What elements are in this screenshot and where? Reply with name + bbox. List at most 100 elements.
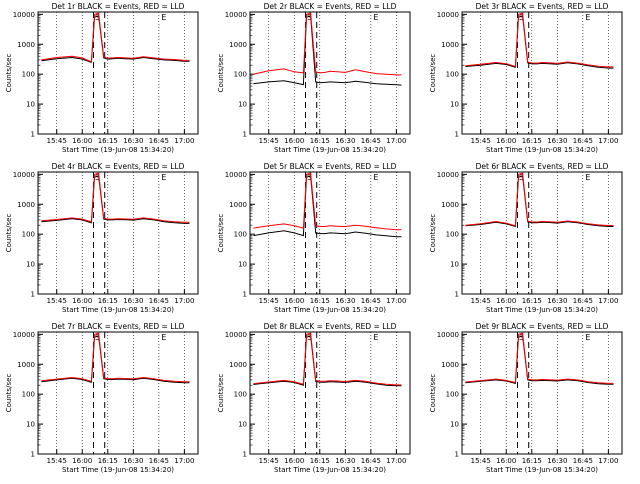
x-axis-label: Start Time (19-Jun-08 15:34:20) <box>274 466 386 474</box>
detector-panel: Det 3r BLACK = Events, RED = LLD S E 1 10 100… <box>429 2 623 154</box>
y-tick-label: 10000 <box>437 171 459 179</box>
y-tick-label: 1 <box>31 131 35 139</box>
x-tick-label: 16:15 <box>98 297 118 305</box>
series-line-lld <box>465 332 614 384</box>
x-axis-label: Start Time (19-Jun-08 15:34:20) <box>274 306 386 314</box>
x-tick-label: 16:45 <box>573 137 593 145</box>
x-axis-label: Start Time (19-Jun-08 15:34:20) <box>62 146 174 154</box>
x-tick-label: 16:45 <box>361 297 381 305</box>
x-tick-label: 16:15 <box>522 297 542 305</box>
y-tick-label: 100 <box>22 71 35 79</box>
x-tick-label: 16:00 <box>72 297 92 305</box>
x-tick-label: 16:45 <box>149 457 169 465</box>
y-axis-label: Counts/sec <box>429 214 437 253</box>
y-tick-label: 100 <box>234 391 247 399</box>
x-tick-label: 16:45 <box>573 457 593 465</box>
y-tick-label: 1000 <box>17 201 35 209</box>
x-tick-label: 16:00 <box>284 137 304 145</box>
x-tick-label: 16:45 <box>361 137 381 145</box>
y-tick-label: 10000 <box>225 171 247 179</box>
series-line-events <box>465 334 614 385</box>
x-tick-label: 16:30 <box>335 137 355 145</box>
detector-panel: Det 4r BLACK = Events, RED = LLD S E 1 10 100… <box>5 162 199 314</box>
y-tick-label: 100 <box>22 391 35 399</box>
series-line-lld <box>253 332 402 386</box>
start-marker-label: S <box>519 13 524 22</box>
x-tick-label: 17:00 <box>386 297 406 305</box>
x-tick-label: 16:00 <box>496 297 516 305</box>
end-marker-label: E <box>585 333 590 342</box>
x-tick-label: 17:00 <box>598 457 618 465</box>
x-tick-label: 17:00 <box>174 457 194 465</box>
x-tick-label: 15:45 <box>471 297 491 305</box>
series-line-events <box>41 174 190 224</box>
series-line-lld <box>41 12 190 63</box>
y-tick-label: 100 <box>446 391 459 399</box>
y-tick-label: 10000 <box>13 11 35 19</box>
x-tick-label: 15:45 <box>259 297 279 305</box>
x-tick-label: 17:00 <box>386 137 406 145</box>
x-tick-label: 15:45 <box>259 137 279 145</box>
y-tick-label: 10000 <box>13 171 35 179</box>
x-tick-label: 15:45 <box>471 457 491 465</box>
y-tick-label: 1000 <box>17 361 35 369</box>
y-tick-label: 1 <box>31 451 35 459</box>
x-tick-label: 16:15 <box>310 137 330 145</box>
detector-panel: Det 2r BLACK = Events, RED = LLD S E 1 10 100… <box>217 2 411 154</box>
x-tick-label: 15:45 <box>471 137 491 145</box>
y-tick-label: 1 <box>455 131 459 139</box>
x-tick-label: 16:30 <box>335 457 355 465</box>
start-marker-label: S <box>307 13 312 22</box>
panel-title: Det 6r BLACK = Events, RED = LLD <box>476 162 609 171</box>
x-tick-label: 16:30 <box>547 457 567 465</box>
start-marker-label: S <box>95 333 100 342</box>
y-tick-label: 10000 <box>13 331 35 339</box>
x-tick-label: 16:15 <box>522 137 542 145</box>
panel-title: Det 4r BLACK = Events, RED = LLD <box>52 162 185 171</box>
series-line-events <box>253 334 402 387</box>
panel-title: Det 5r BLACK = Events, RED = LLD <box>264 162 397 171</box>
x-tick-label: 16:15 <box>98 457 118 465</box>
series-line-events <box>465 14 614 69</box>
panel-title: Det 7r BLACK = Events, RED = LLD <box>52 322 185 331</box>
panel-title: Det 2r BLACK = Events, RED = LLD <box>264 2 397 11</box>
x-tick-label: 16:30 <box>547 137 567 145</box>
panel-title: Det 9r BLACK = Events, RED = LLD <box>476 322 609 331</box>
detector-panel: Det 6r BLACK = Events, RED = LLD S E 1 10 100… <box>429 162 623 314</box>
end-marker-label: E <box>373 333 378 342</box>
x-axis-label: Start Time (19-Jun-08 15:34:20) <box>62 466 174 474</box>
x-tick-label: 17:00 <box>174 137 194 145</box>
y-tick-label: 10000 <box>437 11 459 19</box>
x-axis-label: Start Time (19-Jun-08 15:34:20) <box>486 306 598 314</box>
x-tick-label: 16:00 <box>284 457 304 465</box>
x-tick-label: 16:45 <box>149 297 169 305</box>
y-tick-label: 10000 <box>437 331 459 339</box>
y-tick-label: 1000 <box>229 41 247 49</box>
x-tick-label: 15:45 <box>47 297 67 305</box>
y-tick-label: 10 <box>450 421 459 429</box>
y-axis-label: Counts/sec <box>5 214 13 253</box>
end-marker-label: E <box>161 333 166 342</box>
detector-panel: Det 5r BLACK = Events, RED = LLD S E 1 10 100… <box>217 162 411 314</box>
y-tick-label: 1 <box>31 291 35 299</box>
x-tick-label: 16:45 <box>361 457 381 465</box>
y-tick-label: 1 <box>243 451 247 459</box>
y-tick-label: 1 <box>243 291 247 299</box>
x-tick-label: 16:30 <box>547 297 567 305</box>
y-tick-label: 10 <box>238 261 247 269</box>
x-tick-label: 16:00 <box>72 457 92 465</box>
y-tick-label: 1000 <box>229 361 247 369</box>
x-axis-label: Start Time (19-Jun-08 15:34:20) <box>62 306 174 314</box>
series-line-events <box>253 14 402 86</box>
y-tick-label: 10 <box>26 101 35 109</box>
series-line-lld <box>465 172 614 227</box>
plot-frame <box>37 331 199 455</box>
y-tick-label: 100 <box>446 71 459 79</box>
end-marker-label: E <box>161 13 166 22</box>
x-tick-label: 16:30 <box>123 457 143 465</box>
end-marker-label: E <box>373 13 378 22</box>
series-line-events <box>41 334 190 384</box>
x-tick-label: 17:00 <box>598 297 618 305</box>
y-axis-label: Counts/sec <box>217 374 225 413</box>
x-axis-label: Start Time (19-Jun-08 15:34:20) <box>486 146 598 154</box>
